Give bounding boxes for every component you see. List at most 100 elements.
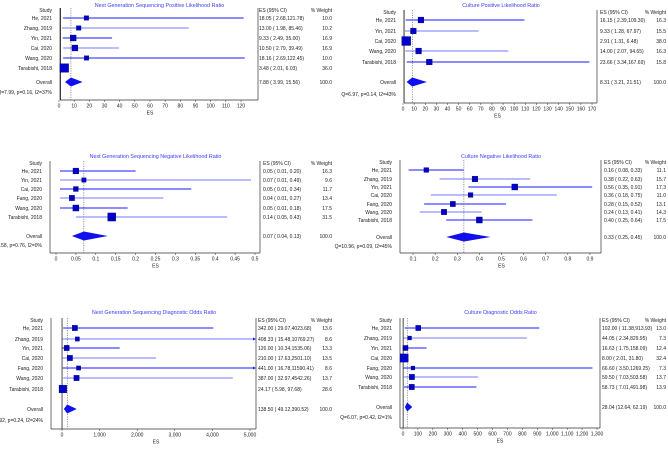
study-effect-marker bbox=[76, 365, 81, 371]
study-es-ci: 16.63 ( 1.75,158.09) bbox=[602, 346, 647, 352]
study-effect-marker bbox=[83, 15, 89, 21]
study-effect-marker bbox=[72, 325, 78, 331]
study-es-ci: 0.05 ( 0.01, 0.20) bbox=[263, 169, 301, 175]
x-tick-label: 1,000 bbox=[546, 432, 559, 438]
forest-plot-svg: Next Generation Sequencing Positive Like… bbox=[0, 3, 333, 117]
chart-title: Culture Positive Likelihood Ratio bbox=[462, 3, 540, 9]
study-effect-marker bbox=[69, 195, 75, 201]
overall-label: Overall bbox=[380, 80, 396, 86]
study-weight: 13.7 bbox=[322, 376, 332, 382]
study-effect-marker bbox=[407, 335, 412, 341]
study-weight: 11.1 bbox=[657, 168, 667, 174]
chart-title: Next Generation Sequencing Positive Like… bbox=[95, 3, 224, 9]
chart-title: Culture Diagnostic Odds Ratio bbox=[464, 310, 537, 316]
study-weight: 13.5 bbox=[322, 356, 332, 362]
heterogeneity-stats: Q=7.92, p=0.24, I2=24% bbox=[0, 418, 44, 424]
overall-label: Overall bbox=[26, 234, 42, 240]
study-es-ci: 210.00 ( 17.63,2501.10) bbox=[258, 356, 312, 362]
study-es-ci: 8.00 ( 2.01, 31.80) bbox=[602, 356, 643, 362]
forest-plot-panel: Culture Diagnostic Odds Ratio Study ES (95… bbox=[334, 296, 668, 445]
study-weight: 11.0 bbox=[657, 193, 667, 199]
study-effect-marker bbox=[73, 375, 80, 381]
study-es-ci: 44.05 ( 2.34,829.95) bbox=[602, 336, 647, 342]
column-header-weight: % Weight bbox=[645, 10, 667, 16]
study-effect-marker bbox=[70, 34, 77, 42]
study-es-ci: 10.50 ( 2.79, 39.49) bbox=[259, 46, 303, 52]
study-weight: 17.3 bbox=[656, 185, 666, 191]
column-header-study: Study bbox=[379, 160, 392, 166]
chart-title: Next Generation Sequencing Negative Like… bbox=[90, 154, 222, 160]
column-header-es: ES (95% CI) bbox=[602, 318, 630, 324]
study-label: Tarabishi, 2018 bbox=[8, 215, 42, 221]
study-weight: 13.4 bbox=[322, 196, 332, 202]
study-label: Yin, 2021 bbox=[31, 36, 52, 42]
x-tick-label: 160 bbox=[577, 107, 586, 113]
column-header-es: ES (95% CI) bbox=[259, 8, 287, 14]
study-es-ci: 14.00 ( 2.07, 94.65) bbox=[600, 49, 644, 55]
study-label: Wang, 2020 bbox=[25, 56, 52, 62]
x-tick-label: 400 bbox=[459, 432, 468, 438]
forest-plot-svg: Next Generation Sequencing Negative Like… bbox=[0, 154, 333, 270]
overall-diamond bbox=[71, 231, 108, 241]
study-es-ci: 0.04 ( 0.01, 0.27) bbox=[263, 196, 301, 202]
study-weight: 16.3 bbox=[656, 49, 666, 55]
x-tick-label: 40 bbox=[117, 104, 123, 110]
study-effect-marker bbox=[409, 374, 415, 380]
overall-weight: 100.0 bbox=[319, 234, 332, 240]
study-effect-marker bbox=[415, 47, 422, 55]
study-label: Cai, 2020 bbox=[22, 356, 44, 362]
column-header-es: ES (95% CI) bbox=[600, 10, 628, 16]
x-tick-label: 80 bbox=[489, 107, 495, 113]
overall-es-ci: 0.07 ( 0.04, 0.13) bbox=[263, 234, 301, 240]
heterogeneity-stats: Q=6.97, p=0.14, I2=43% bbox=[341, 92, 396, 98]
x-tick-label: 0.4 bbox=[476, 257, 483, 263]
study-effect-marker bbox=[476, 216, 483, 224]
study-label: Zhang, 2019 bbox=[364, 336, 392, 342]
study-weight: 31.5 bbox=[322, 215, 332, 221]
study-weight: 8.6 bbox=[325, 366, 332, 372]
x-tick-label: 500 bbox=[473, 432, 482, 438]
column-header-weight: % Weight bbox=[311, 318, 333, 324]
study-label: Yin, 2021 bbox=[371, 185, 392, 191]
study-label: Tarabishi, 2018 bbox=[358, 385, 392, 391]
x-tick-label: 800 bbox=[518, 432, 527, 438]
study-effect-marker bbox=[410, 27, 417, 35]
x-tick-label: 0.1 bbox=[410, 257, 417, 263]
x-tick-label: 3,000 bbox=[169, 433, 182, 439]
study-weight: 13.9 bbox=[656, 385, 666, 391]
study-label: Tarabishi, 2018 bbox=[362, 60, 396, 66]
study-effect-marker bbox=[415, 325, 421, 331]
study-es-ci: 59.50 ( 7.03,503.58) bbox=[602, 375, 647, 381]
x-tick-label: 0.4 bbox=[212, 257, 219, 263]
study-es-ci: 13.00 ( 1.98, 85.46) bbox=[259, 26, 303, 32]
x-tick-label: 0.9 bbox=[586, 257, 593, 263]
x-tick-label: 600 bbox=[488, 432, 497, 438]
x-tick-label: 20 bbox=[87, 104, 93, 110]
forest-plot-panel: Culture Negative Likelihood Ratio Study ES… bbox=[334, 148, 668, 296]
study-es-ci: 9.33 ( 2.49, 35.00) bbox=[259, 36, 300, 42]
overall-label: Overall bbox=[36, 80, 52, 86]
study-weight: 16.3 bbox=[656, 18, 666, 24]
x-tick-label: 1,300 bbox=[591, 432, 604, 438]
study-label: Yin, 2021 bbox=[21, 178, 42, 184]
x-tick-label: 0.5 bbox=[252, 257, 259, 263]
x-tick-label: 1,100 bbox=[561, 432, 574, 438]
study-label: Wang, 2020 bbox=[16, 376, 43, 382]
study-label: Fang, 2020 bbox=[18, 366, 44, 372]
x-tick-label: 90 bbox=[500, 107, 506, 113]
study-effect-marker bbox=[450, 201, 456, 207]
study-effect-marker bbox=[75, 336, 80, 342]
study-es-ci: 0.40 ( 0.25, 0.64) bbox=[604, 218, 642, 224]
study-weight: 32.4 bbox=[656, 356, 666, 362]
study-es-ci: 0.07 ( 0.01, 0.49) bbox=[263, 178, 301, 184]
x-tick-label: 70 bbox=[478, 107, 484, 113]
study-es-ci: 0.16 ( 0.08, 0.33) bbox=[604, 168, 642, 174]
heterogeneity-stats: Q=10.96, p=0.09, I2=45% bbox=[335, 244, 393, 250]
column-header-study: Study bbox=[383, 10, 396, 16]
study-label: Cai, 2020 bbox=[21, 187, 43, 193]
forest-plot-panel: Next Generation Sequencing Negative Like… bbox=[0, 148, 334, 296]
study-es-ci: 0.36 ( 0.18, 0.75) bbox=[604, 193, 642, 199]
x-tick-label: 40 bbox=[445, 107, 451, 113]
study-weight: 36.0 bbox=[322, 66, 332, 72]
study-effect-marker bbox=[73, 186, 79, 192]
